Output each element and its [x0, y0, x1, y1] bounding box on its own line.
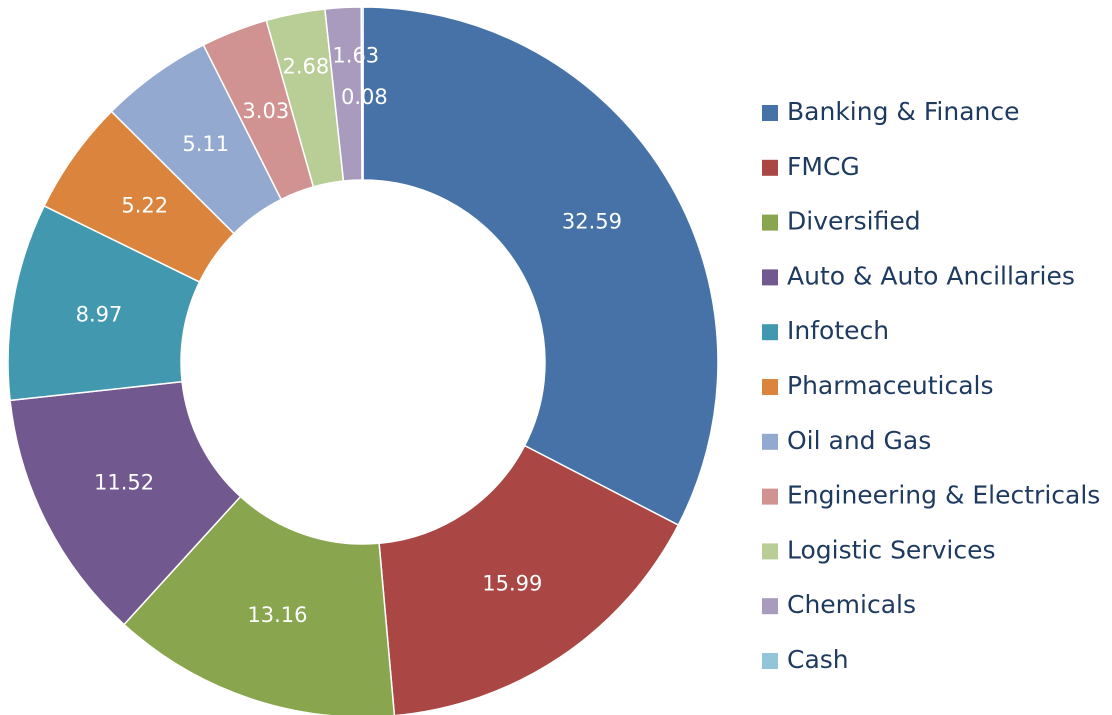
data-label: 3.03 [242, 99, 289, 123]
data-label: 0.08 [341, 85, 388, 109]
donut-slice [378, 444, 680, 715]
data-label: 32.59 [562, 210, 622, 234]
data-label: 13.16 [247, 603, 307, 627]
data-label: 11.52 [94, 470, 154, 494]
legend-label: FMCG [787, 152, 860, 181]
legend-label: Diversified [787, 207, 921, 236]
data-label: 1.63 [332, 43, 379, 67]
data-label: 5.22 [121, 193, 168, 217]
legend-label: Auto & Auto Ancillaries [787, 261, 1075, 290]
data-label: 5.11 [182, 132, 229, 156]
legend-label: Logistic Services [787, 535, 995, 564]
legend-swatch [762, 105, 778, 121]
donut-slice [360, 6, 364, 181]
legend-label: Infotech [787, 316, 889, 345]
donut-slice [362, 6, 719, 527]
donut-slice [9, 380, 242, 626]
legend-swatch [762, 214, 778, 231]
legend-label: Pharmaceuticals [787, 371, 994, 400]
legend-label: Banking & Finance [787, 97, 1019, 126]
legend-swatch [762, 379, 778, 395]
legend-label: Cash [787, 645, 849, 674]
legend-label: Chemicals [787, 590, 916, 619]
legend-swatch [762, 159, 778, 176]
legend-swatch [762, 433, 778, 450]
data-label: 8.97 [76, 303, 123, 327]
data-label: 15.99 [482, 572, 542, 596]
legend-swatch [762, 324, 778, 341]
legend-label: Oil and Gas [787, 426, 931, 455]
legend-label: Engineering & Electricals [787, 481, 1100, 510]
legend-swatch [762, 653, 778, 669]
legend-swatch [762, 488, 778, 505]
legend-swatch [762, 598, 778, 615]
legend-swatch [762, 543, 778, 560]
legend-swatch [762, 269, 778, 286]
data-label: 2.68 [282, 54, 329, 78]
